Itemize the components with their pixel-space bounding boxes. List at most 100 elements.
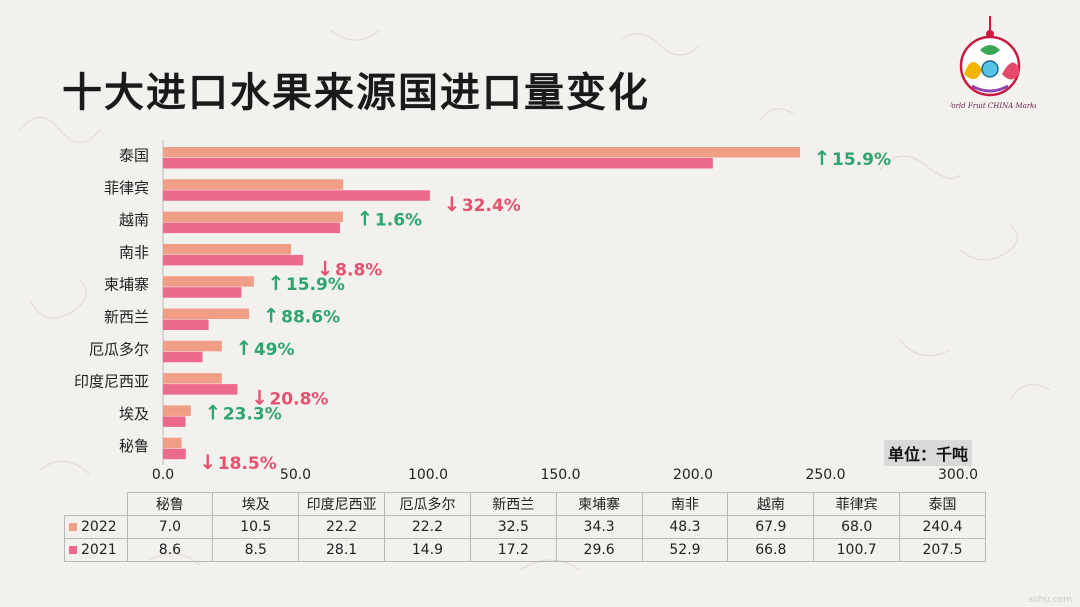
arrow-down-icon: ↓ xyxy=(443,192,460,216)
category-label: 菲律宾 xyxy=(104,179,149,197)
bar-2021 xyxy=(163,158,713,169)
table-cell: 14.9 xyxy=(384,538,471,562)
bar-2022 xyxy=(163,405,191,416)
legend-swatch-2022 xyxy=(69,523,77,531)
bar-2021 xyxy=(163,254,304,266)
x-tick-label: 50.0 xyxy=(280,467,311,483)
page-title: 十大进口水果来源国进口量变化 xyxy=(62,70,650,116)
table-cell: 8.6 xyxy=(126,538,214,562)
arrow-down-icon: ↓ xyxy=(199,450,216,474)
change-label: 18.5% xyxy=(218,454,277,474)
category-label: 印度尼西亚 xyxy=(74,373,149,391)
arrow-up-icon: ↑ xyxy=(204,400,221,424)
table-header-cell: 厄瓜多尔 xyxy=(384,492,471,516)
bar-2022 xyxy=(163,437,182,449)
world-fruit-china-market-logo: World Fruit CHINA Market xyxy=(950,16,1036,110)
bar-2022 xyxy=(163,340,222,352)
series-name: 2022 xyxy=(81,519,117,535)
series-name: 2021 xyxy=(81,542,117,558)
table-cell: 66.8 xyxy=(727,538,815,562)
bar-2021 xyxy=(163,351,203,363)
bar-2022 xyxy=(163,243,291,255)
table-cell: 100.7 xyxy=(813,538,901,562)
category-label: 埃及 xyxy=(119,405,149,423)
series-label-2021: 2021 xyxy=(64,538,128,562)
series-label-2022: 2022 xyxy=(64,515,128,539)
table-cell: 8.5 xyxy=(212,538,300,562)
x-tick-label: 100.0 xyxy=(408,467,448,483)
bar-2022 xyxy=(163,373,222,384)
bar-2021 xyxy=(163,416,186,427)
x-tick-label: 0.0 xyxy=(152,467,174,483)
bar-2021 xyxy=(163,222,341,234)
bar-2022 xyxy=(163,276,254,287)
arrow-up-icon: ↑ xyxy=(357,207,374,231)
table-cell: 29.6 xyxy=(555,538,643,562)
change-label: 1.6% xyxy=(375,211,422,231)
bar-2022 xyxy=(163,179,344,190)
category-label: 秘鲁 xyxy=(119,437,149,455)
table-cell: 10.5 xyxy=(212,515,300,539)
change-label: 15.9% xyxy=(286,275,345,295)
change-label: 8.8% xyxy=(335,260,382,280)
data-table: 秘鲁 埃及 印度尼西亚 厄瓜多尔 新西兰 柬埔寨 南非 越南 菲律宾 泰国 20… xyxy=(64,492,986,562)
table-cell: 52.9 xyxy=(641,538,729,562)
category-label: 泰国 xyxy=(119,147,149,165)
svg-text:World Fruit CHINA Market: World Fruit CHINA Market xyxy=(950,102,1036,110)
table-cell: 68.0 xyxy=(813,515,901,539)
arrow-up-icon: ↑ xyxy=(268,271,285,295)
table-cell: 207.5 xyxy=(899,538,986,562)
bar-2021 xyxy=(163,287,242,298)
table-header-cell: 南非 xyxy=(641,492,729,516)
table-cell: 34.3 xyxy=(555,515,643,539)
table-row-2022: 2022 7.0 10.5 22.2 22.2 32.5 34.3 48.3 6… xyxy=(64,515,986,539)
bar-2021 xyxy=(163,384,238,395)
table-cell: 67.9 xyxy=(727,515,815,539)
table-header-cell: 菲律宾 xyxy=(813,492,901,516)
change-label: 15.9% xyxy=(832,150,891,170)
x-tick-label: 200.0 xyxy=(673,467,713,483)
table-header-cell: 新西兰 xyxy=(469,492,557,516)
change-label: 49% xyxy=(254,340,295,360)
bar-2021 xyxy=(163,190,430,201)
change-label: 32.4% xyxy=(462,196,521,216)
x-tick-label: 150.0 xyxy=(540,467,580,483)
bar-2021 xyxy=(163,448,186,460)
table-header-cell: 泰国 xyxy=(899,492,986,516)
category-label: 厄瓜多尔 xyxy=(89,340,149,358)
arrow-down-icon: ↓ xyxy=(251,386,268,410)
bar-2021 xyxy=(163,319,209,330)
table-cell: 32.5 xyxy=(469,515,557,539)
category-label: 柬埔寨 xyxy=(104,276,149,294)
table-corner xyxy=(64,492,128,516)
table-cell: 17.2 xyxy=(469,538,557,562)
table-header-cell: 印度尼西亚 xyxy=(298,492,386,516)
table-cell: 48.3 xyxy=(641,515,729,539)
legend-swatch-2021 xyxy=(69,546,77,554)
category-label: 越南 xyxy=(119,211,149,229)
x-tick-label: 250.0 xyxy=(805,467,845,483)
bar-2022 xyxy=(163,211,343,223)
table-header-cell: 越南 xyxy=(727,492,815,516)
change-label: 20.8% xyxy=(269,390,328,410)
bar-2022 xyxy=(163,147,801,158)
table-header-row: 秘鲁 埃及 印度尼西亚 厄瓜多尔 新西兰 柬埔寨 南非 越南 菲律宾 泰国 xyxy=(64,492,986,516)
watermark: sohu.com xyxy=(1028,595,1072,605)
category-label: 新西兰 xyxy=(104,308,149,326)
table-cell: 22.2 xyxy=(384,515,471,539)
arrow-up-icon: ↑ xyxy=(235,336,252,360)
category-label: 南非 xyxy=(119,243,149,261)
table-header-cell: 柬埔寨 xyxy=(555,492,643,516)
table-cell: 22.2 xyxy=(298,515,386,539)
x-tick-label: 300.0 xyxy=(938,467,978,483)
arrow-up-icon: ↑ xyxy=(814,146,831,170)
table-cell: 28.1 xyxy=(298,538,386,562)
table-cell: 7.0 xyxy=(126,515,214,539)
arrow-down-icon: ↓ xyxy=(317,256,334,280)
arrow-up-icon: ↑ xyxy=(263,304,280,328)
bar-2022 xyxy=(163,308,250,319)
table-cell: 240.4 xyxy=(899,515,986,539)
change-label: 88.6% xyxy=(281,308,340,328)
table-header-cell: 秘鲁 xyxy=(126,492,214,516)
